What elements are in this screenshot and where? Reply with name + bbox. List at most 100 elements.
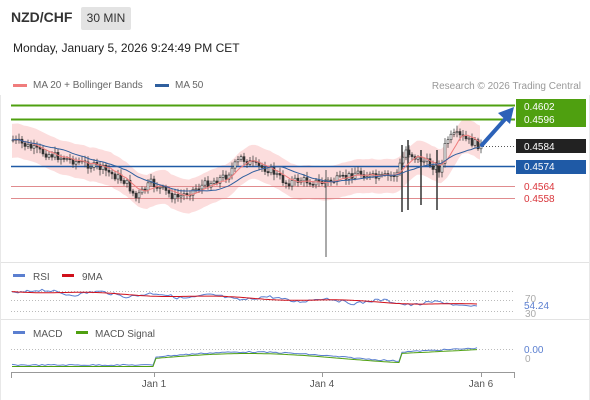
candle-body <box>98 164 102 170</box>
candle-body <box>455 131 459 134</box>
candle-body <box>311 183 315 186</box>
candle-body <box>167 190 171 194</box>
candle-body <box>74 160 78 165</box>
level-box-0.4584 <box>516 139 586 153</box>
candle-body <box>212 180 216 184</box>
macd-value: 0.00 <box>524 345 544 356</box>
candle-body <box>470 137 474 146</box>
macd-signal-swatch <box>76 331 88 334</box>
candle-body <box>29 144 33 149</box>
candle-body <box>248 160 252 165</box>
candle-body <box>275 173 279 175</box>
candle-body <box>272 166 276 175</box>
candle-body <box>449 133 453 141</box>
timeframe-button[interactable]: 30 MIN <box>81 7 131 30</box>
candle-body <box>305 177 309 184</box>
level-label-0.4574: 0.4574 <box>524 162 555 173</box>
candle-body <box>452 132 456 135</box>
candle-body <box>23 142 27 147</box>
macd-label: MACD <box>33 329 62 340</box>
candle-body <box>197 188 201 191</box>
candle-body <box>173 194 177 200</box>
rsi-ma-swatch <box>62 274 74 277</box>
candle-body <box>116 174 120 180</box>
candle-body <box>458 131 462 136</box>
candle-body <box>287 183 291 187</box>
candle-body <box>134 192 138 199</box>
symbol-title: NZD/CHF <box>11 9 73 25</box>
candle-body <box>32 145 36 149</box>
candle-body <box>416 156 420 160</box>
candle-body <box>140 188 144 194</box>
candle-body <box>278 173 282 176</box>
x-label-jan6: Jan 6 <box>469 379 494 390</box>
candle-body <box>128 179 132 192</box>
candle-body <box>314 179 318 186</box>
chart-datetime: Monday, January 5, 2026 9:24:49 PM CET <box>13 41 240 55</box>
macd-line <box>11 347 478 367</box>
candle-body <box>443 143 447 164</box>
candle-body <box>50 154 54 158</box>
candle-body <box>44 153 48 158</box>
candle-body <box>62 157 66 160</box>
candle-body <box>104 164 108 171</box>
candle-body <box>143 188 147 191</box>
candle-body <box>281 174 285 184</box>
candle-body <box>437 164 441 173</box>
candle-body <box>338 174 342 177</box>
candle-body <box>290 180 294 187</box>
legend-ma50: MA 50 <box>155 80 203 91</box>
macd-tick-0: 0 <box>525 354 531 365</box>
ma20-label: MA 20 + Bollinger Bands <box>33 80 143 91</box>
candle-body <box>89 167 93 169</box>
rsi-tick-30: 30 <box>525 309 537 320</box>
research-credit: Research © 2026 Trading Central <box>431 81 581 92</box>
rsi-ma-line <box>11 291 478 305</box>
candle-body <box>179 194 183 198</box>
level-box-0.4602 <box>516 99 586 113</box>
candle-body <box>431 165 435 170</box>
scenario-arrow <box>480 115 509 147</box>
candle-body <box>224 174 228 180</box>
candle-body <box>158 186 162 189</box>
candle-body <box>359 170 363 175</box>
level-label-0.4602: 0.4602 <box>524 102 555 113</box>
candle-body <box>110 171 114 175</box>
candle-body <box>113 173 117 180</box>
candle-body <box>86 161 90 169</box>
scenario-arrowhead <box>498 107 514 124</box>
level-box-0.4596 <box>516 113 586 127</box>
candle-body <box>203 180 207 186</box>
candle-body <box>398 162 402 173</box>
candle-body <box>440 163 444 173</box>
candle-body <box>221 174 225 178</box>
candle-body <box>404 149 408 158</box>
candle-body <box>422 160 426 163</box>
candle-body <box>467 137 471 140</box>
rsi-tick-70: 70 <box>525 294 537 305</box>
candle-body <box>194 188 198 191</box>
candle-body <box>263 167 267 172</box>
candle-body <box>107 170 111 173</box>
level-box-0.4574 <box>516 160 586 174</box>
candle-body <box>59 157 63 160</box>
rsi-label: RSI <box>33 272 50 283</box>
candle-body <box>260 165 264 168</box>
candle-body <box>296 177 300 183</box>
candle-body <box>341 174 345 177</box>
candle-body <box>65 158 69 160</box>
candle-body <box>170 193 174 200</box>
candle-body <box>347 173 351 180</box>
candle-body <box>146 182 150 191</box>
candle-body <box>131 190 135 194</box>
candle-body <box>308 182 312 185</box>
candle-body <box>266 171 270 174</box>
candle-body <box>239 156 243 160</box>
macd-signal-line <box>12 349 478 367</box>
candle-body <box>161 186 165 189</box>
candle-body <box>92 162 96 168</box>
candle-body <box>176 194 180 198</box>
ma20-swatch <box>13 84 27 87</box>
candle-body <box>410 154 414 157</box>
